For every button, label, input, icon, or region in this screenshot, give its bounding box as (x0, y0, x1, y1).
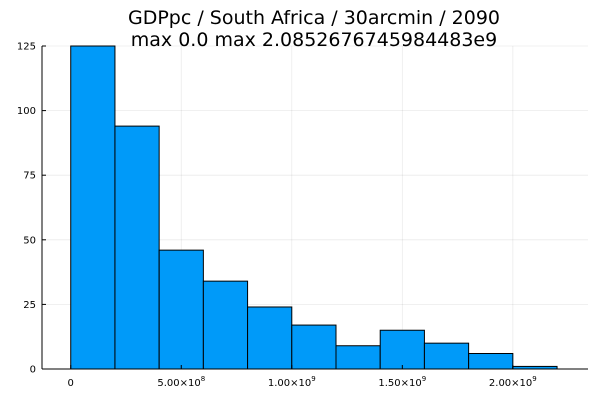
histogram-bar (291, 324, 337, 370)
chart-title-line1: GDPpc / South Africa / 30arcmin / 2090 (128, 7, 500, 29)
histogram-bar (468, 352, 514, 370)
chart-title-line2: max 0.0 max 2.0852676745984483e9 (131, 29, 497, 51)
histogram-bar (379, 329, 425, 370)
tick-labels: 0 25 50 75 100 125 0 5.00×108 1.00×109 1.50×109 2.… (17, 42, 537, 390)
y-tick-label: 50 (23, 235, 36, 246)
histogram-bar (158, 249, 204, 370)
x-tick-label: 2.00×109 (489, 375, 537, 389)
histogram-bar (70, 45, 116, 370)
y-tick-label: 75 (23, 171, 36, 182)
x-tick-label: 1.00×109 (268, 375, 316, 389)
histogram-bars (70, 45, 558, 370)
x-tick-label: 0 (68, 378, 74, 389)
y-tick-label: 0 (30, 365, 36, 376)
histogram-bar (247, 306, 293, 370)
x-tick-label: 5.00×108 (157, 375, 205, 389)
histogram-bar (114, 125, 160, 370)
x-tick-label: 1.50×109 (378, 375, 426, 389)
y-tick-label: 125 (17, 42, 36, 53)
histogram-bar (423, 342, 470, 370)
axes (41, 45, 588, 370)
y-tick-label: 25 (23, 300, 36, 311)
histogram-bar (202, 280, 249, 370)
y-tick-label: 100 (17, 106, 36, 117)
histogram-bar (335, 345, 381, 370)
